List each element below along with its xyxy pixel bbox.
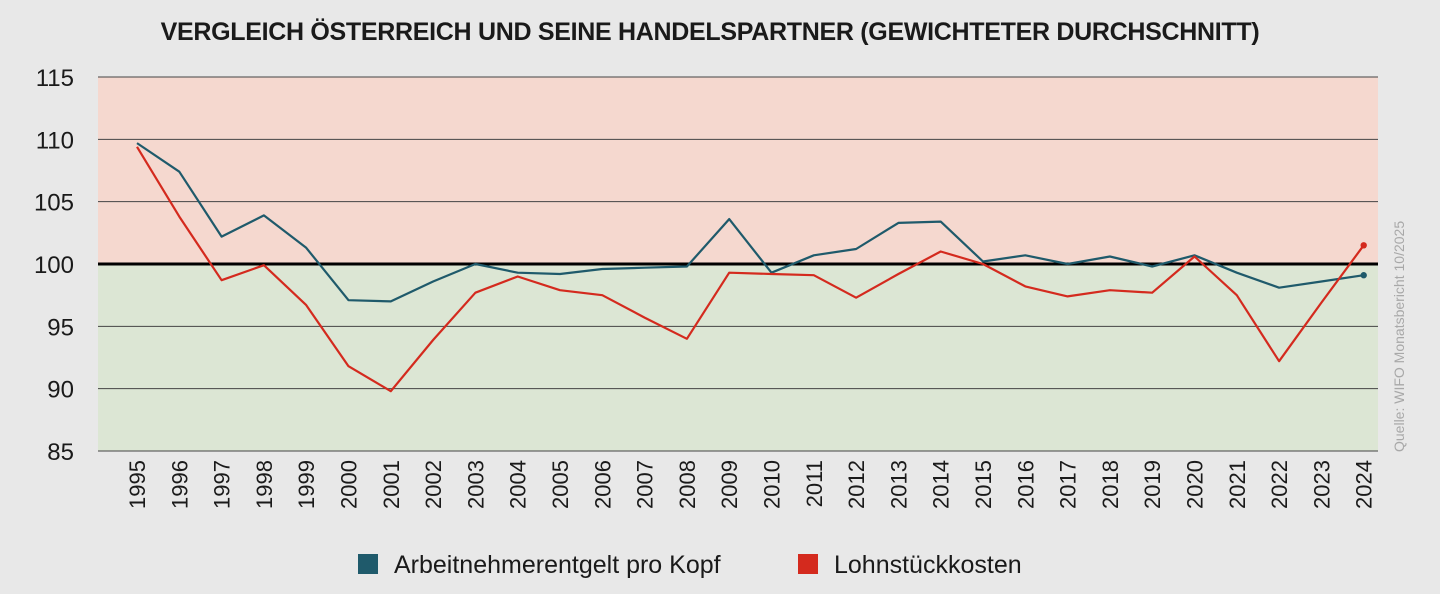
y-tick-label: 100 (34, 252, 74, 279)
series-group (136, 142, 1367, 393)
x-tick-label: 2003 (463, 460, 488, 509)
x-tick-label: 1996 (167, 460, 192, 509)
x-tick-label: 2000 (337, 460, 362, 509)
zone-above-baseline (98, 77, 1378, 264)
x-tick-label: 2022 (1267, 460, 1292, 509)
x-tick-label: 2010 (760, 460, 785, 509)
legend: Arbeitnehmerentgelt pro Kopf Lohnstückko… (358, 551, 1022, 579)
y-tick-label: 105 (34, 190, 74, 217)
x-tick-label: 2013 (886, 460, 911, 509)
x-tick-label: 2015 (971, 460, 996, 509)
series-line-1 (136, 146, 1365, 393)
x-tick-label: 1995 (125, 460, 150, 509)
x-tick-label: 2016 (1013, 460, 1038, 509)
x-tick-label: 2024 (1352, 460, 1377, 509)
zone-below-baseline (98, 264, 1378, 451)
x-tick-label: 2023 (1309, 460, 1334, 509)
series-line-0 (136, 142, 1364, 303)
y-tick-label: 85 (47, 439, 74, 466)
y-tick-label: 95 (47, 314, 74, 341)
x-tick-label: 2014 (929, 460, 954, 509)
y-tick-label: 115 (36, 65, 74, 92)
x-tick-label: 2020 (1183, 460, 1208, 509)
y-axis-ticks: 85 90 95 100 105 110 115 (34, 65, 74, 466)
legend-label-lohnstueckkosten: Lohnstückkosten (834, 551, 1022, 579)
x-tick-label: 2008 (675, 460, 700, 509)
x-tick-label: 2018 (1098, 460, 1123, 509)
legend-label-arbeitnehmerentgelt: Arbeitnehmerentgelt pro Kopf (394, 551, 721, 579)
x-tick-label: 2011 (802, 460, 827, 507)
x-tick-label: 2021 (1225, 460, 1250, 509)
legend-swatch-arbeitnehmerentgelt (358, 554, 378, 574)
x-tick-label: 2005 (548, 460, 573, 509)
series-point-1-2024 (1360, 242, 1367, 249)
chart-title: VERGLEICH ÖSTERREICH UND SEINE HANDELSPA… (161, 17, 1260, 46)
x-tick-label: 2006 (590, 460, 615, 509)
x-tick-label: 2009 (717, 460, 742, 509)
x-tick-label: 2007 (633, 460, 658, 509)
x-tick-label: 2019 (1140, 460, 1165, 509)
chart-zones (98, 77, 1378, 451)
x-tick-label: 2004 (506, 460, 531, 509)
series-point-0-2024 (1360, 272, 1367, 279)
source-note: Quelle: WIFO Monatsbericht 10/2025 (1391, 221, 1407, 452)
x-tick-label: 1997 (210, 460, 235, 509)
x-tick-label: 2002 (421, 460, 446, 509)
x-tick-label: 2001 (379, 460, 404, 509)
y-tick-label: 90 (47, 377, 74, 404)
x-tick-label: 1998 (252, 460, 277, 509)
x-axis-ticks: 1995 1996 1997 1998 1999 2000 2001 2002 2003 2004… (125, 460, 1377, 509)
legend-swatch-lohnstueckkosten (798, 554, 818, 574)
x-tick-label: 1999 (294, 460, 319, 509)
y-tick-label: 110 (36, 127, 74, 154)
x-tick-label: 2012 (844, 460, 869, 509)
x-tick-label: 2017 (1056, 460, 1081, 509)
